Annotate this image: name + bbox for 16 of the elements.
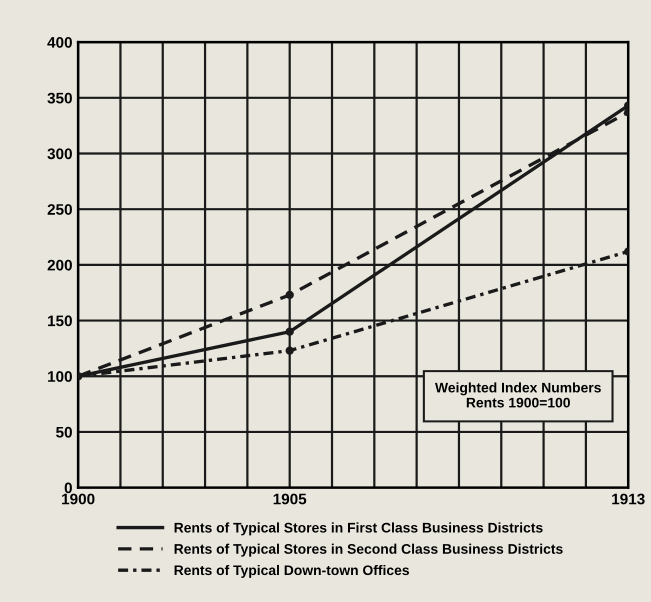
- x-tick-label: 1900: [62, 494, 94, 504]
- x-tick-label: 1913: [612, 494, 645, 504]
- x-tick-label: 1905: [274, 494, 306, 504]
- y-tick-label: 150: [48, 315, 72, 326]
- y-tick-label: 400: [47, 37, 72, 48]
- annotation: Weighted Index Numbers Rents 1900=100: [434, 382, 601, 408]
- y-tick-label: 200: [48, 260, 72, 271]
- legend-label: Rents of Typical Down-town Offices: [174, 564, 409, 578]
- y-tick-label: 100: [48, 371, 72, 382]
- y-tick-label: 350: [47, 92, 72, 104]
- y-tick-label: 50: [56, 426, 72, 438]
- y-tick-label: 300: [47, 148, 72, 160]
- y-tick-label: 250: [48, 204, 72, 215]
- legend-label: Rents of Typical Stores in First Class Business Districts: [174, 522, 543, 536]
- y-tick-label: 0: [64, 482, 72, 494]
- legend-label: Rents of Typical Stores in Second Class Business Districts: [174, 544, 563, 557]
